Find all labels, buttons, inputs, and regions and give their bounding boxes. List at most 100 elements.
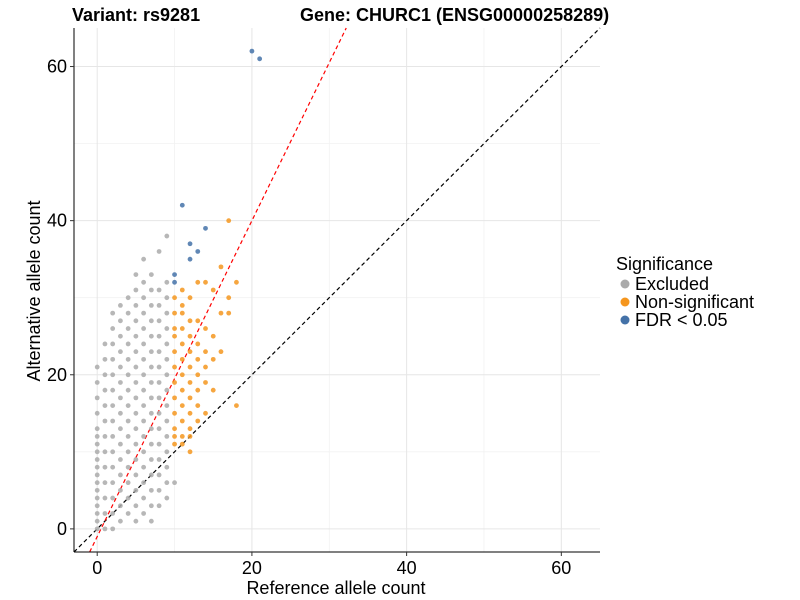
legend-marker — [620, 297, 630, 307]
data-point — [172, 279, 177, 285]
data-point — [118, 426, 123, 432]
x-axis-title: Reference allele count — [246, 578, 425, 598]
data-point — [210, 356, 216, 362]
data-point — [148, 518, 154, 524]
data-point — [179, 303, 185, 308]
data-point — [234, 403, 239, 408]
legend: Significance ExcludedNon-significantFDR … — [616, 254, 754, 330]
data-point — [133, 333, 139, 339]
data-point — [195, 372, 201, 378]
data-point — [195, 387, 201, 393]
data-point — [148, 410, 154, 416]
data-point — [94, 526, 100, 532]
data-point — [148, 333, 154, 339]
data-point — [141, 356, 147, 362]
data-point — [187, 295, 193, 301]
data-point — [110, 387, 116, 393]
data-point — [148, 472, 154, 478]
reference-lines — [73, 27, 601, 553]
data-point — [125, 403, 131, 408]
data-point — [179, 441, 185, 447]
y-tick-label: 40 — [47, 211, 67, 231]
data-point — [141, 511, 147, 516]
data-point — [94, 441, 100, 447]
data-point — [172, 410, 177, 416]
data-point — [141, 372, 147, 378]
data-point — [249, 48, 255, 54]
data-point — [164, 387, 170, 393]
data-point — [187, 426, 193, 432]
data-point — [133, 487, 139, 493]
data-point — [156, 395, 162, 401]
data-point — [187, 349, 193, 355]
data-point — [141, 326, 147, 331]
x-tick-label: 40 — [397, 558, 417, 578]
data-point — [118, 303, 123, 308]
data-point — [141, 495, 147, 501]
data-point — [133, 318, 139, 324]
data-point — [110, 341, 116, 347]
reference-line-identity — [73, 27, 601, 553]
title-variant: Variant: rs9281 — [72, 5, 200, 25]
data-point — [125, 372, 131, 378]
data-point — [210, 387, 216, 393]
y-tick-label: 60 — [47, 57, 67, 77]
data-point — [179, 310, 185, 316]
data-point — [110, 372, 116, 378]
data-point — [125, 434, 131, 439]
data-point — [125, 449, 131, 455]
x-tick-label: 60 — [551, 558, 571, 578]
data-point — [141, 341, 147, 347]
data-point — [133, 303, 139, 308]
data-point — [125, 480, 131, 486]
data-point — [118, 380, 123, 385]
grid — [74, 28, 600, 552]
data-point — [187, 318, 193, 324]
data-point — [125, 326, 131, 331]
data-point — [164, 403, 170, 408]
data-point — [164, 434, 170, 439]
data-point — [141, 256, 147, 262]
data-point — [203, 380, 208, 385]
data-point — [172, 295, 177, 301]
data-point — [102, 480, 108, 486]
data-point — [102, 356, 108, 362]
data-points — [94, 48, 263, 532]
data-point — [179, 341, 185, 347]
data-point — [156, 457, 162, 462]
data-point — [203, 410, 208, 416]
data-point — [133, 364, 139, 370]
data-point — [102, 418, 108, 424]
data-point — [164, 464, 170, 470]
data-point — [156, 410, 162, 416]
data-point — [195, 249, 201, 254]
data-point — [226, 218, 232, 224]
data-point — [102, 495, 108, 501]
data-point — [179, 434, 185, 439]
data-point — [187, 333, 193, 339]
data-point — [172, 364, 177, 370]
data-point — [226, 310, 232, 316]
data-point — [118, 487, 123, 493]
data-point — [156, 503, 162, 509]
data-point — [118, 364, 123, 370]
data-point — [94, 472, 100, 478]
data-point — [156, 380, 162, 385]
data-point — [102, 387, 108, 393]
legend-label: Non-significant — [635, 292, 754, 312]
data-point — [141, 434, 147, 439]
data-point — [94, 487, 100, 493]
data-point — [94, 503, 100, 509]
data-point — [179, 287, 185, 293]
data-point — [203, 349, 208, 355]
data-point — [94, 410, 100, 416]
data-point — [156, 349, 162, 355]
data-point — [164, 341, 170, 347]
y-tick-label: 20 — [47, 365, 67, 385]
legend-item: Excluded — [620, 274, 709, 294]
data-point — [102, 449, 108, 455]
data-point — [203, 279, 208, 285]
data-point — [141, 279, 147, 285]
x-tick-label: 0 — [92, 558, 102, 578]
data-point — [118, 410, 123, 416]
